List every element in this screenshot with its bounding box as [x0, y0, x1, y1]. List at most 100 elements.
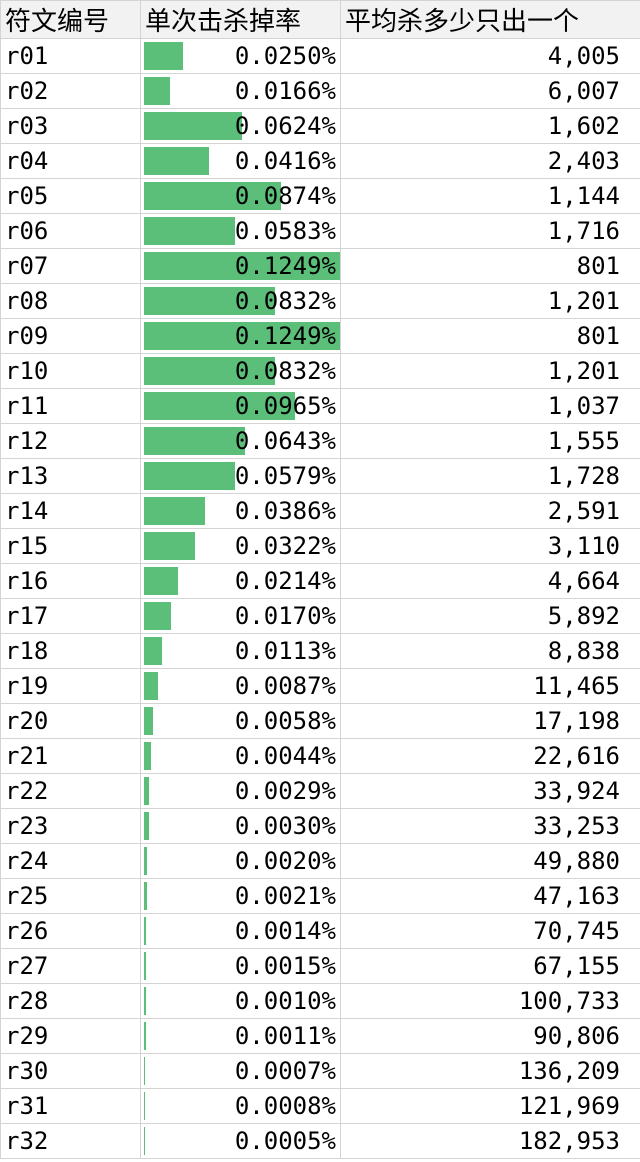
drop-rate-bar — [144, 1092, 145, 1120]
drop-rate-text: 0.0965% — [234, 392, 336, 420]
drop-rate-text: 0.0624% — [234, 112, 336, 140]
drop-rate-cell: 0.0011% — [140, 1018, 341, 1054]
drop-rate-text: 0.0020% — [234, 847, 336, 875]
avg-kills-cell: 1,555 — [340, 423, 640, 459]
drop-rate-bar — [144, 77, 170, 105]
drop-rate-bar — [144, 322, 340, 350]
drop-rate-cell: 0.0113% — [140, 633, 341, 669]
table-body: r01 0.0250% 4,005 r02 0.0166% 6,007 r03 0.0624%… — [0, 38, 640, 1159]
avg-kills-cell: 1,728 — [340, 458, 640, 494]
drop-rate-bar — [144, 462, 235, 490]
table-row: r17 0.0170% 5,892 — [0, 598, 640, 634]
drop-rate-cell: 0.0087% — [140, 668, 341, 704]
table-row: r29 0.0011% 90,806 — [0, 1018, 640, 1054]
drop-rate-text: 0.0058% — [234, 707, 336, 735]
table-row: r22 0.0029% 33,924 — [0, 773, 640, 809]
drop-rate-cell: 0.0015% — [140, 948, 341, 984]
table-row: r09 0.1249% 801 — [0, 318, 640, 354]
drop-rate-bar — [144, 672, 158, 700]
drop-rate-cell: 0.0416% — [140, 143, 341, 179]
drop-rate-text: 0.0250% — [234, 42, 336, 70]
table-row: r12 0.0643% 1,555 — [0, 423, 640, 459]
drop-rate-text: 0.0008% — [234, 1092, 336, 1120]
avg-kills-cell: 90,806 — [340, 1018, 640, 1054]
drop-rate-cell: 0.0005% — [140, 1123, 341, 1159]
drop-rate-text: 0.0832% — [234, 357, 336, 385]
drop-rate-text: 0.0005% — [234, 1127, 336, 1155]
drop-rate-cell: 0.0020% — [140, 843, 341, 879]
table-row: r28 0.0010% 100,733 — [0, 983, 640, 1019]
avg-kills-cell: 8,838 — [340, 633, 640, 669]
rune-id-cell: r27 — [0, 948, 141, 984]
rune-id-cell: r17 — [0, 598, 141, 634]
drop-rate-cell: 0.1249% — [140, 248, 341, 284]
table-row: r16 0.0214% 4,664 — [0, 563, 640, 599]
avg-kills-cell: 1,144 — [340, 178, 640, 214]
rune-id-cell: r07 — [0, 248, 141, 284]
table-row: r24 0.0020% 49,880 — [0, 843, 640, 879]
drop-rate-cell: 0.0010% — [140, 983, 341, 1019]
avg-kills-cell: 70,745 — [340, 913, 640, 949]
rune-id-cell: r03 — [0, 108, 141, 144]
drop-rate-text: 0.0170% — [234, 602, 336, 630]
drop-rate-text: 0.0322% — [234, 532, 336, 560]
rune-id-cell: r26 — [0, 913, 141, 949]
table-row: r10 0.0832% 1,201 — [0, 353, 640, 389]
header-rune-id: 符文编号 — [0, 0, 141, 39]
rune-id-cell: r22 — [0, 773, 141, 809]
rune-id-cell: r14 — [0, 493, 141, 529]
drop-rate-bar — [144, 567, 178, 595]
rune-id-cell: r01 — [0, 38, 141, 74]
avg-kills-cell: 100,733 — [340, 983, 640, 1019]
drop-rate-cell: 0.0624% — [140, 108, 341, 144]
header-row: 符文编号 单次击杀掉率 平均杀多少只出一个 — [0, 0, 640, 39]
rune-id-cell: r18 — [0, 633, 141, 669]
drop-rate-text: 0.0030% — [234, 812, 336, 840]
table-row: r21 0.0044% 22,616 — [0, 738, 640, 774]
drop-rate-bar — [144, 602, 171, 630]
avg-kills-cell: 22,616 — [340, 738, 640, 774]
rune-id-cell: r11 — [0, 388, 141, 424]
drop-rate-bar — [144, 987, 146, 1015]
table-row: r05 0.0874% 1,144 — [0, 178, 640, 214]
drop-rate-cell: 0.0874% — [140, 178, 341, 214]
drop-rate-cell: 0.0030% — [140, 808, 341, 844]
table-row: r01 0.0250% 4,005 — [0, 38, 640, 74]
drop-rate-bar — [144, 917, 146, 945]
avg-kills-cell: 2,403 — [340, 143, 640, 179]
table-row: r23 0.0030% 33,253 — [0, 808, 640, 844]
table-row: r18 0.0113% 8,838 — [0, 633, 640, 669]
table-row: r32 0.0005% 182,953 — [0, 1123, 640, 1159]
table-row: r04 0.0416% 2,403 — [0, 143, 640, 179]
drop-rate-bar — [144, 252, 340, 280]
drop-rate-text: 0.0583% — [234, 217, 336, 245]
drop-rate-text: 0.0214% — [234, 567, 336, 595]
drop-rate-cell: 0.0044% — [140, 738, 341, 774]
rune-id-cell: r30 — [0, 1053, 141, 1089]
drop-rate-text: 0.0010% — [234, 987, 336, 1015]
rune-id-cell: r24 — [0, 843, 141, 879]
drop-rate-text: 0.1249% — [234, 322, 336, 350]
drop-rate-text: 0.0007% — [234, 1057, 336, 1085]
rune-id-cell: r25 — [0, 878, 141, 914]
rune-id-cell: r13 — [0, 458, 141, 494]
drop-rate-cell: 0.0058% — [140, 703, 341, 739]
rune-id-cell: r15 — [0, 528, 141, 564]
drop-rate-bar — [144, 742, 151, 770]
rune-id-cell: r04 — [0, 143, 141, 179]
avg-kills-cell: 4,664 — [340, 563, 640, 599]
drop-rate-bar — [144, 707, 153, 735]
table-row: r19 0.0087% 11,465 — [0, 668, 640, 704]
table-row: r25 0.0021% 47,163 — [0, 878, 640, 914]
drop-rate-text: 0.1249% — [234, 252, 336, 280]
drop-rate-cell: 0.0250% — [140, 38, 341, 74]
table-row: r15 0.0322% 3,110 — [0, 528, 640, 564]
avg-kills-cell: 3,110 — [340, 528, 640, 564]
drop-rate-cell: 0.0170% — [140, 598, 341, 634]
drop-rate-cell: 0.0214% — [140, 563, 341, 599]
avg-kills-cell: 47,163 — [340, 878, 640, 914]
table-row: r20 0.0058% 17,198 — [0, 703, 640, 739]
drop-rate-cell: 0.0643% — [140, 423, 341, 459]
drop-rate-cell: 0.0832% — [140, 353, 341, 389]
drop-rate-bar — [144, 1127, 145, 1155]
